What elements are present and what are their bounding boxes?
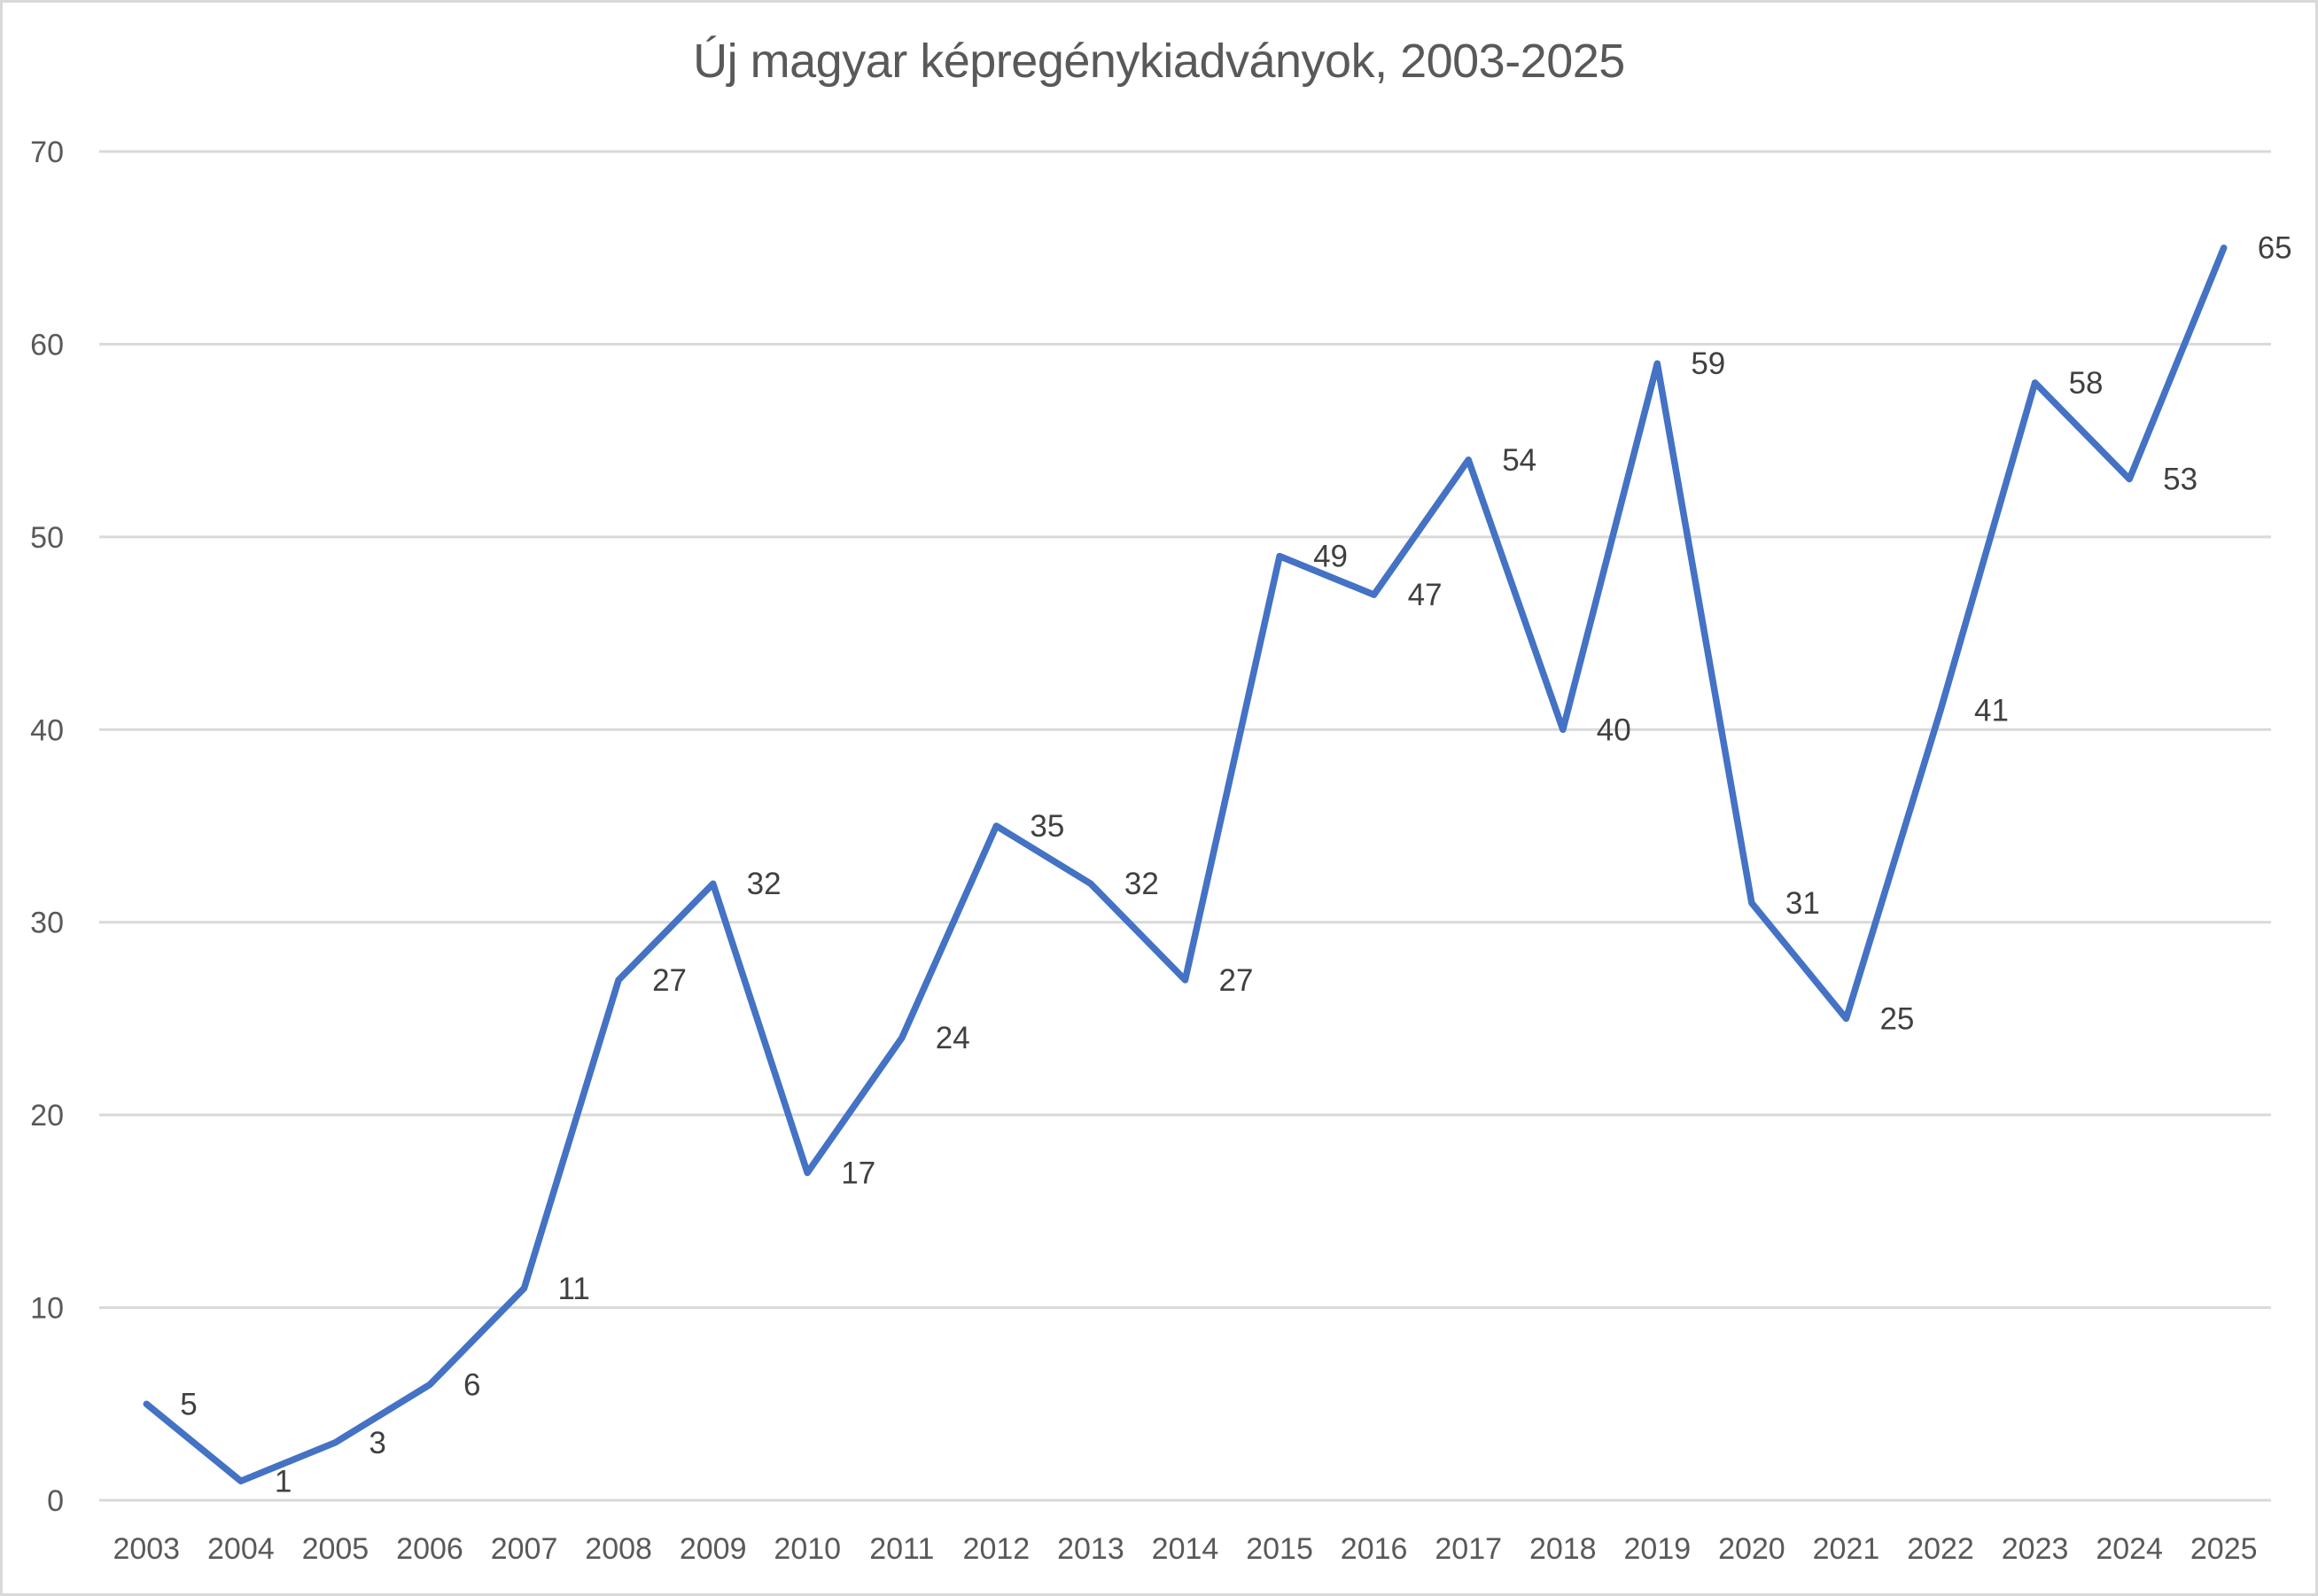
data-label: 35 [1030, 809, 1064, 844]
x-tick-label: 2009 [680, 1532, 747, 1566]
x-tick-label: 2005 [302, 1532, 369, 1566]
x-tick-label: 2004 [207, 1532, 275, 1566]
x-tick-label: 2003 [113, 1532, 180, 1566]
data-label: 5 [180, 1387, 197, 1421]
data-label: 25 [1879, 1001, 1914, 1036]
x-tick-label: 2015 [1246, 1532, 1313, 1566]
y-tick-label: 0 [47, 1484, 64, 1518]
y-tick-label: 70 [30, 136, 64, 169]
y-tick-label: 50 [30, 521, 64, 555]
x-tick-label: 2010 [774, 1532, 841, 1566]
data-label: 27 [1219, 963, 1254, 998]
data-label: 17 [841, 1156, 875, 1190]
data-label: 27 [652, 963, 687, 998]
x-tick-label: 2016 [1341, 1532, 1408, 1566]
data-label: 54 [1502, 443, 1536, 478]
data-label: 31 [1785, 886, 1820, 921]
data-label: 32 [1124, 867, 1159, 901]
y-tick-label: 60 [30, 328, 64, 362]
y-axis: 0 10 20 30 40 50 60 70 [30, 136, 64, 1518]
data-label: 32 [747, 867, 782, 901]
y-tick-label: 40 [30, 713, 64, 747]
x-tick-label: 2017 [1435, 1532, 1502, 1566]
x-tick-label: 2023 [2002, 1532, 2069, 1566]
data-label: 3 [369, 1426, 385, 1460]
x-tick-label: 2025 [2190, 1532, 2258, 1566]
data-label: 1 [275, 1464, 292, 1499]
y-tick-label: 20 [30, 1099, 64, 1133]
y-tick-label: 30 [30, 907, 64, 940]
data-label: 53 [2163, 463, 2197, 497]
x-tick-label: 2020 [1718, 1532, 1785, 1566]
x-tick-label: 2008 [585, 1532, 652, 1566]
data-label: 6 [463, 1368, 480, 1403]
x-tick-label: 2024 [2096, 1532, 2163, 1566]
x-tick-label: 2006 [396, 1532, 463, 1566]
data-label: 24 [936, 1021, 970, 1055]
x-tick-label: 2022 [1907, 1532, 1974, 1566]
data-label: 47 [1408, 578, 1443, 612]
data-label: 65 [2258, 231, 2292, 266]
data-series [143, 244, 2228, 1485]
data-label: 41 [1974, 694, 2009, 728]
x-axis: 2003 2004 2005 2006 2007 2008 2009 2010 2011 2012… [113, 1532, 2257, 1566]
data-label: 59 [1691, 346, 1725, 381]
x-tick-label: 2013 [1057, 1532, 1124, 1566]
x-tick-label: 2012 [963, 1532, 1031, 1566]
data-label: 58 [2069, 366, 2104, 401]
x-tick-label: 2018 [1529, 1532, 1597, 1566]
x-tick-label: 2007 [491, 1532, 558, 1566]
x-tick-label: 2011 [869, 1532, 934, 1566]
x-tick-label: 2014 [1152, 1532, 1219, 1566]
data-label: 40 [1597, 712, 1631, 747]
gridlines [99, 150, 2271, 1502]
x-tick-label: 2021 [1813, 1532, 1880, 1566]
data-label: 11 [558, 1272, 590, 1306]
series-line [143, 244, 2228, 1485]
chart-title: Új magyar képregénykiadványok, 2003-2025 [693, 35, 1625, 88]
data-label: 49 [1313, 540, 1348, 574]
data-labels: 5 1 3 6 11 27 32 17 24 35 32 27 49 47 54 40 59 31 25 41 58 53… [180, 231, 2291, 1499]
x-tick-label: 2019 [1624, 1532, 1692, 1566]
y-tick-label: 10 [30, 1292, 64, 1326]
